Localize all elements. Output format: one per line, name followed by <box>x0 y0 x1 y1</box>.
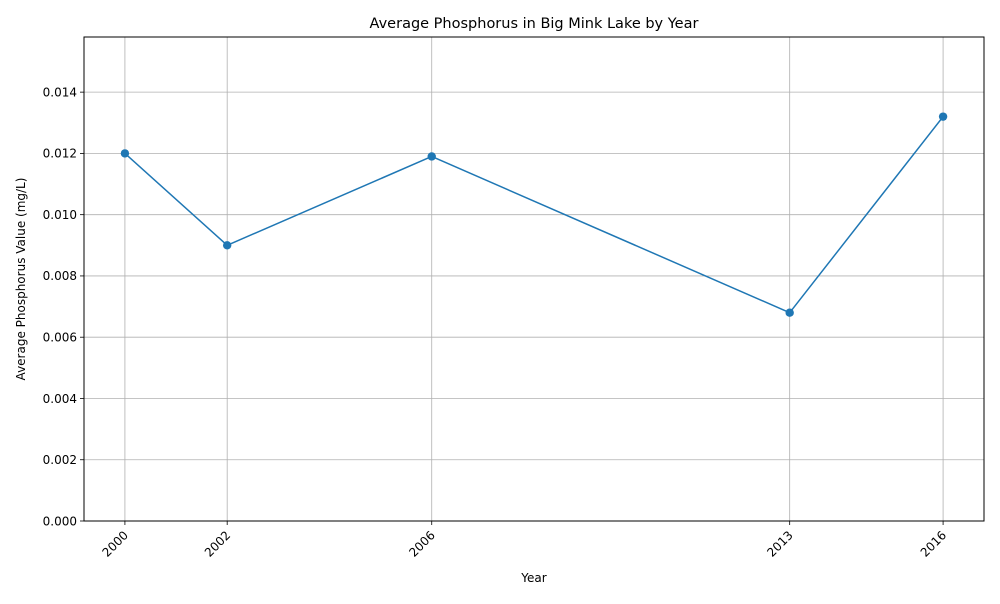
y-tick-label: 0.010 <box>43 208 77 222</box>
data-point <box>938 112 948 121</box>
chart-title: Average Phosphorus in Big Mink Lake by Y… <box>370 16 699 32</box>
y-tick-label: 0.012 <box>43 147 77 161</box>
y-tick-label: 0.000 <box>43 514 77 528</box>
data-point <box>120 149 130 158</box>
data-point <box>222 241 232 250</box>
data-point <box>785 308 794 317</box>
plot-frame <box>83 36 985 522</box>
x-axis-label: Year <box>520 571 546 585</box>
series-layer <box>120 112 948 317</box>
y-axis-label: Average Phosphorus Value (mg/L) <box>14 178 28 381</box>
data-point <box>427 152 436 161</box>
y-tick-label: 0.014 <box>43 85 77 99</box>
y-tick-label: 0.004 <box>43 392 77 406</box>
y-tick-label: 0.008 <box>43 269 77 283</box>
y-tick-label: 0.002 <box>43 453 77 467</box>
y-tick-label: 0.006 <box>43 331 77 345</box>
